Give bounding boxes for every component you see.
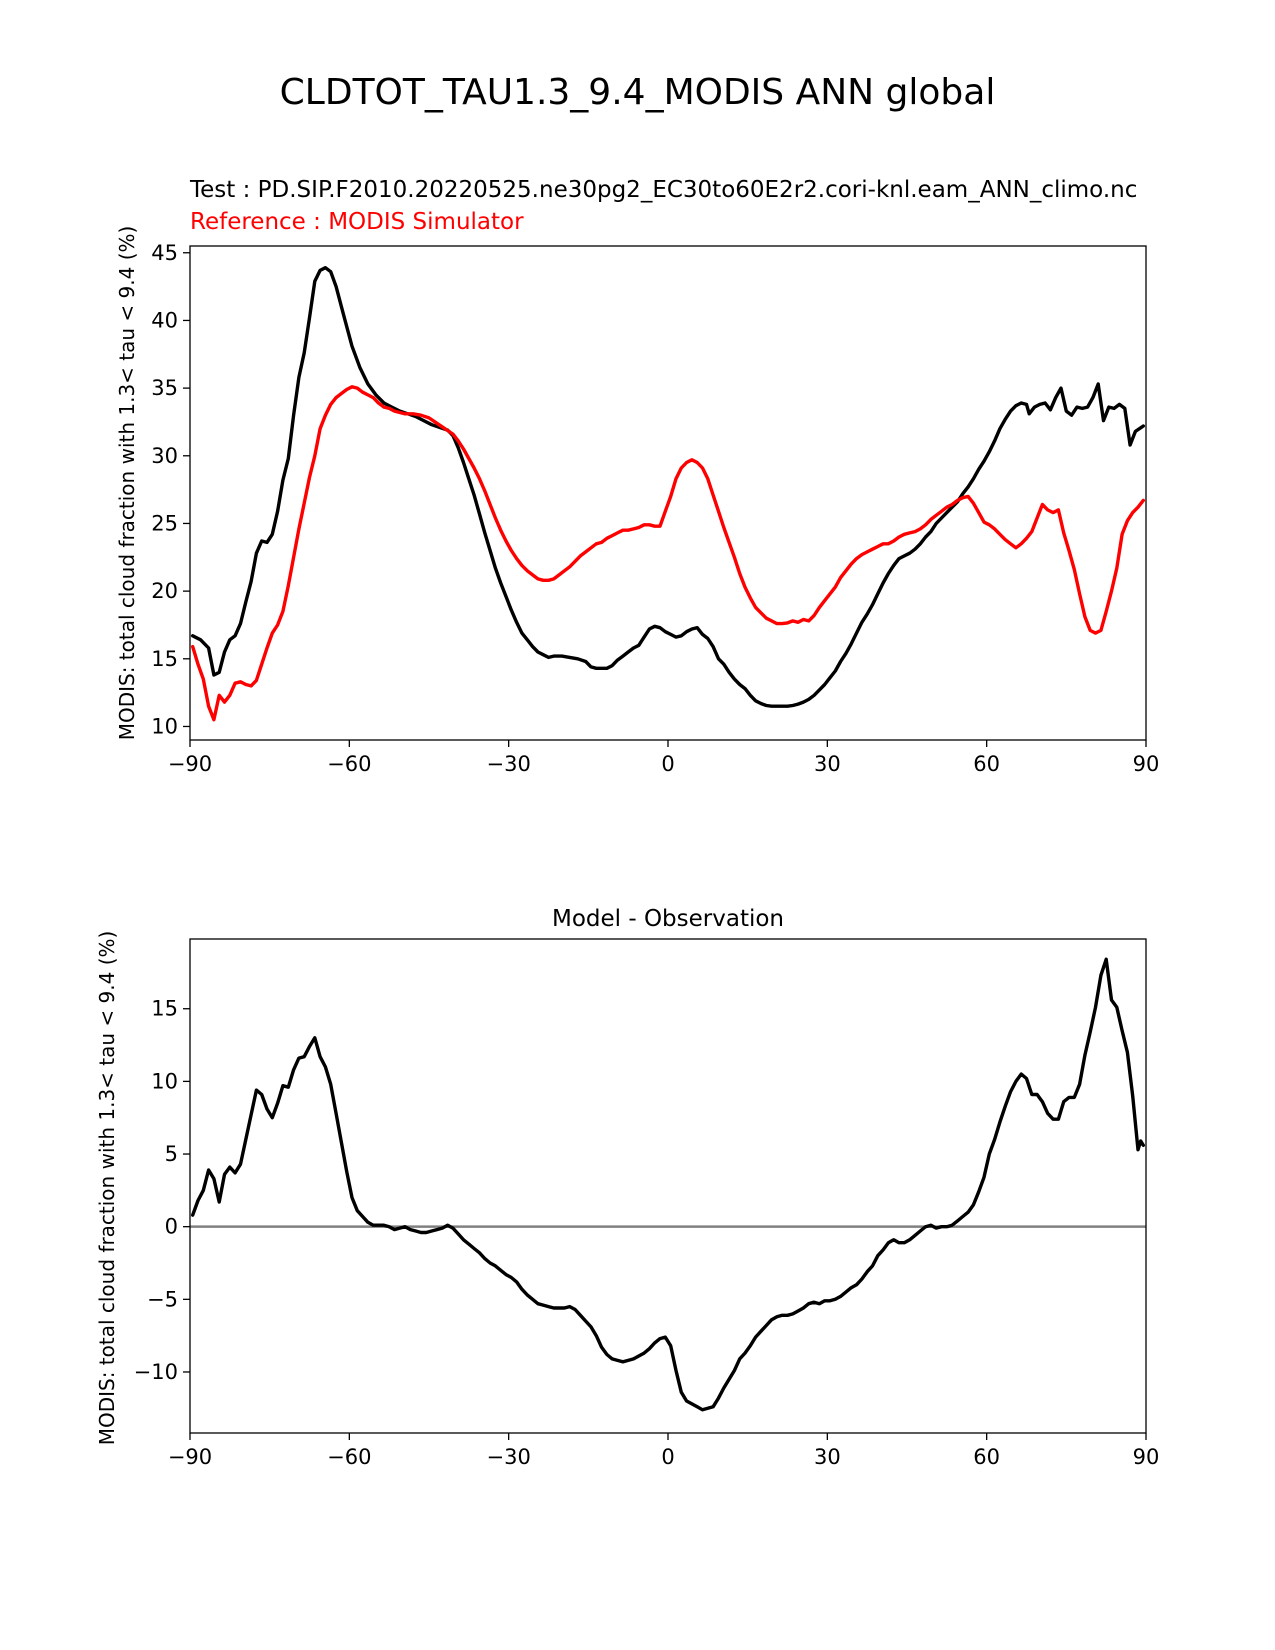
figure-title: CLDTOT_TAU1.3_9.4_MODIS ANN global	[279, 72, 996, 113]
top-y-tick-label: 35	[151, 376, 178, 400]
top-y-tick-label: 10	[151, 714, 178, 738]
top-series-line-1	[191, 385, 1145, 722]
top-x-tick-label: 0	[661, 752, 674, 776]
top-x-tick-label: −60	[327, 752, 371, 776]
bottom-y-tick-label: 0	[165, 1215, 178, 1239]
bottom-x-tick-label: 60	[973, 1445, 1000, 1469]
bottom-x-tick-label: −30	[487, 1445, 531, 1469]
bottom-series-layer	[191, 957, 1145, 1412]
top-x-tick-label: −90	[168, 752, 212, 776]
top-x-tick-label: 60	[973, 752, 1000, 776]
bottom-y-tick-label: 10	[151, 1069, 178, 1093]
bottom-tick-layer: −90 −60 −30 0 30 60 90 −10 −5 0 5 10 15	[134, 997, 1160, 1469]
top-x-tick-label: 90	[1133, 752, 1160, 776]
top-tick-layer: −90 −60 −30 0 30 60 90 10 15 20 25 30 35 40 45	[151, 241, 1159, 776]
top-x-tick-label: −30	[487, 752, 531, 776]
bottom-x-tick-label: −90	[168, 1445, 212, 1469]
top-y-tick-label: 20	[151, 579, 178, 603]
top-chart: Test : PD.SIP.F2010.20220525.ne30pg2_EC3…	[115, 177, 1159, 776]
bottom-y-tick-label: −10	[134, 1360, 178, 1384]
bottom-x-tick-label: 0	[661, 1445, 674, 1469]
top-y-tick-label: 45	[151, 241, 178, 265]
bottom-plot-frame	[189, 938, 1147, 1434]
top-y-tick-label: 25	[151, 511, 178, 535]
bottom-chart: Model - Observation MODIS: total cloud f…	[95, 906, 1159, 1469]
top-y-tick-label: 15	[151, 647, 178, 671]
bottom-y-axis-label: MODIS: total cloud fraction with 1.3< ta…	[95, 931, 119, 1446]
bottom-y-tick-label: 5	[165, 1142, 178, 1166]
bottom-y-tick-label: 15	[151, 997, 178, 1021]
bottom-chart-title: Model - Observation	[552, 906, 784, 932]
bottom-series-line-0	[191, 957, 1145, 1412]
top-y-axis-label: MODIS: total cloud fraction with 1.3< ta…	[115, 226, 139, 741]
bottom-x-tick-label: 90	[1133, 1445, 1160, 1469]
top-y-tick-label: 40	[151, 308, 178, 332]
top-y-tick-label: 30	[151, 444, 178, 468]
test-label: Test : PD.SIP.F2010.20220525.ne30pg2_EC3…	[189, 177, 1137, 203]
top-series-layer	[191, 266, 1145, 722]
top-x-tick-label: 30	[814, 752, 841, 776]
bottom-x-tick-label: −60	[327, 1445, 371, 1469]
top-series-line-0	[191, 266, 1145, 708]
top-plot-frame	[189, 245, 1147, 741]
reference-label: Reference : MODIS Simulator	[190, 209, 524, 235]
bottom-y-tick-label: −5	[147, 1287, 178, 1311]
bottom-x-tick-label: 30	[814, 1445, 841, 1469]
